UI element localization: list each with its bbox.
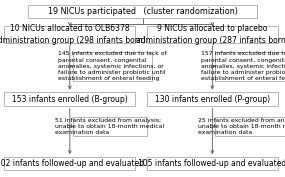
FancyBboxPatch shape [147, 92, 278, 106]
FancyBboxPatch shape [147, 26, 278, 43]
Text: 25 infants excluded from analysis;
unable to obtain 18-month medical
examination: 25 infants excluded from analysis; unabl… [198, 118, 285, 135]
Text: 145 infants excluded due to lack of
parental consent, congenital
anomalies, syst: 145 infants excluded due to lack of pare… [58, 52, 167, 81]
FancyBboxPatch shape [28, 5, 256, 18]
FancyBboxPatch shape [4, 157, 135, 170]
FancyBboxPatch shape [4, 92, 135, 106]
FancyBboxPatch shape [73, 52, 152, 81]
Text: 105 infants followed-up and evaluated: 105 infants followed-up and evaluated [138, 159, 285, 168]
Text: 157 infants excluded due to lack of
parental consent, congenital
anomalies, syst: 157 infants excluded due to lack of pare… [201, 52, 285, 81]
FancyBboxPatch shape [147, 157, 278, 170]
Text: 19 NICUs participated   (cluster randomization): 19 NICUs participated (cluster randomiza… [48, 7, 237, 16]
Text: 102 infants followed-up and evaluated: 102 infants followed-up and evaluated [0, 159, 144, 168]
Text: 153 infants enrolled (B-group): 153 infants enrolled (B-group) [12, 95, 128, 104]
FancyBboxPatch shape [73, 117, 147, 136]
Text: 51 infants excluded from analysis;
unable to obtain 18-month medical
examination: 51 infants excluded from analysis; unabl… [55, 118, 164, 135]
FancyBboxPatch shape [215, 52, 285, 81]
Text: 10 NICUs allocated to OLB6378
administration group (298 infants born): 10 NICUs allocated to OLB6378 administra… [0, 24, 146, 45]
Text: 130 infants enrolled (P-group): 130 infants enrolled (P-group) [155, 95, 270, 104]
FancyBboxPatch shape [4, 26, 135, 43]
FancyBboxPatch shape [215, 117, 285, 136]
Text: 9 NICUs allocated to placebo
administration group (287 infants born): 9 NICUs allocated to placebo administrat… [136, 24, 285, 45]
